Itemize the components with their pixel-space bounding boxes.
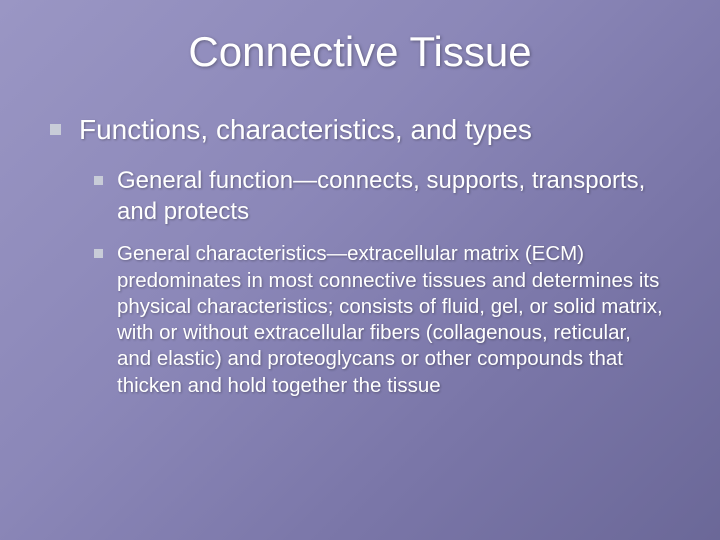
bullet-level2-item: General function—connects, supports, tra… <box>94 165 670 227</box>
square-bullet-icon <box>50 124 61 135</box>
square-bullet-icon <box>94 176 103 185</box>
level2-text: General function—connects, supports, tra… <box>117 165 670 227</box>
level1-text: Functions, characteristics, and types <box>79 112 532 147</box>
bullet-level1: Functions, characteristics, and types <box>50 112 670 147</box>
bullet-level2-item: General characteristics—extracellular ma… <box>94 241 670 398</box>
slide-title: Connective Tissue <box>50 28 670 76</box>
square-bullet-icon <box>94 249 103 258</box>
slide-container: Connective Tissue Functions, characteris… <box>0 0 720 540</box>
level2-text: General characteristics—extracellular ma… <box>117 241 670 398</box>
